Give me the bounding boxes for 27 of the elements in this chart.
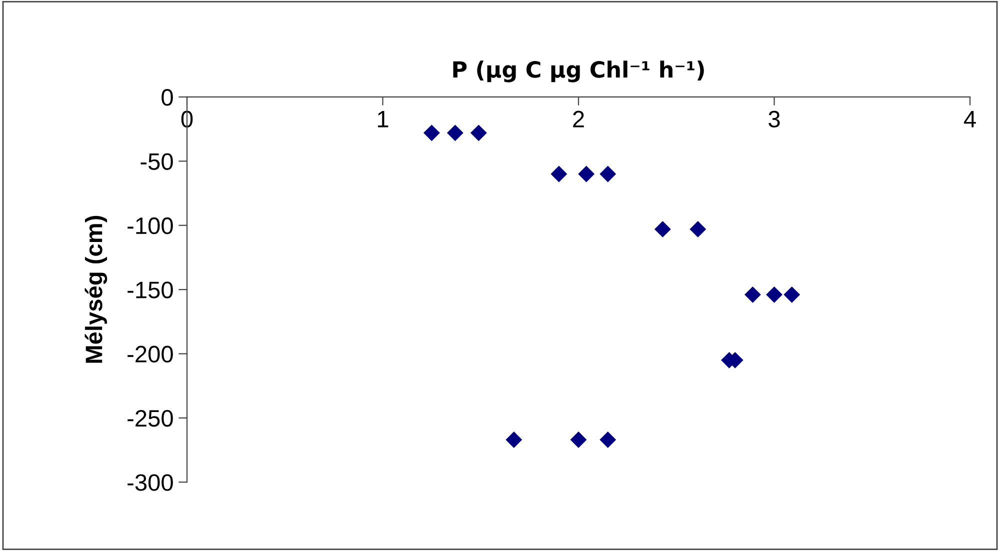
y-tick-label: -150 — [128, 282, 173, 298]
x-tick-label: 3 — [768, 110, 780, 128]
point — [446, 124, 464, 142]
point — [744, 286, 761, 303]
point — [570, 432, 587, 448]
point — [470, 124, 487, 142]
x-axis-title: P (µg C µg Chl⁻¹ h⁻¹) — [453, 60, 704, 82]
x-tick-label: 1 — [378, 111, 388, 128]
point — [600, 166, 616, 182]
point — [506, 432, 522, 448]
point — [690, 220, 706, 238]
point — [423, 124, 440, 142]
y-tick-label: -200 — [128, 346, 173, 363]
point — [550, 166, 568, 182]
point — [600, 432, 616, 448]
point — [654, 220, 671, 238]
y-tick-label: -100 — [128, 217, 173, 234]
y-axis-title: Mélység (cm) — [84, 216, 108, 363]
y-tick-label: -250 — [128, 410, 173, 427]
x-tick-label: 4 — [964, 111, 976, 128]
y-tick-label: -300 — [128, 474, 173, 491]
point — [578, 166, 595, 182]
x-tick-label: 2 — [573, 110, 584, 128]
point — [784, 286, 800, 303]
point — [766, 286, 782, 303]
y-tick-label: -50 — [140, 153, 173, 170]
y-tick-label: 0 — [162, 89, 173, 106]
